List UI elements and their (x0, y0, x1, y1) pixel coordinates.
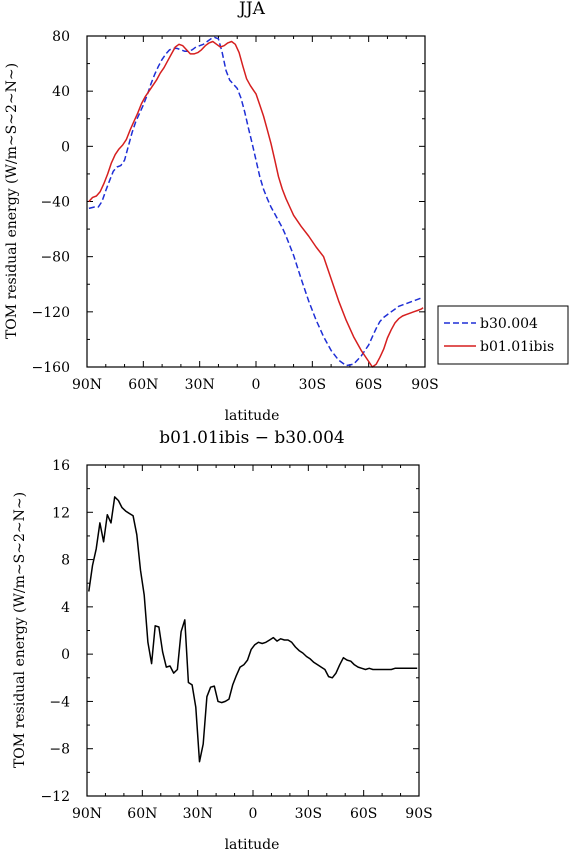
legend-entry-b30-004: b30.004 (480, 316, 538, 332)
x-tick-label: 30N (183, 806, 213, 822)
y-tick-label: 0 (61, 647, 70, 663)
y-tick-label: −12 (40, 789, 70, 805)
y-tick-label: −4 (49, 694, 70, 710)
series-line-b30-004 (88, 36, 424, 367)
plot-frame (86, 35, 426, 368)
y-tick-label: −8 (49, 742, 70, 758)
x-tick-label: 30S (295, 806, 322, 822)
legend: b30.004 b01.01ibis (437, 305, 569, 365)
x-axis-label: latitude (225, 837, 280, 851)
y-tick-label: 16 (52, 458, 70, 474)
legend-box (437, 305, 569, 365)
y-tick-label: −80 (40, 250, 70, 266)
x-tick-label: 60S (350, 806, 377, 822)
y-tick-label: 80 (52, 29, 70, 45)
plot-frame (86, 464, 420, 797)
x-tick-label: 90N (72, 377, 102, 393)
y-tick-label: 12 (52, 505, 70, 521)
chart-title: JJA (237, 0, 266, 19)
y-tick-label: 4 (61, 600, 70, 616)
x-tick-label: 90N (72, 806, 102, 822)
x-tick-label: 90S (411, 377, 438, 393)
series-line-difference (88, 496, 418, 763)
legend-entry-b01-01ibis: b01.01ibis (480, 339, 554, 355)
y-tick-label: 40 (52, 84, 70, 100)
panel-bottom: b01.01ibis − b30.004 latitude TOM residu… (12, 428, 433, 851)
x-axis-label: latitude (225, 408, 280, 424)
y-tick-label: −120 (32, 305, 70, 321)
x-tick-label: 60S (355, 377, 382, 393)
y-tick-label: −40 (40, 195, 70, 211)
panel-top: JJA latitude TOM residual energy (W/m~S~… (4, 0, 439, 424)
chart-title: b01.01ibis − b30.004 (159, 428, 344, 448)
y-tick-label: −160 (32, 360, 70, 376)
x-tick-label: 60N (127, 806, 157, 822)
y-axis-label: TOM residual energy (W/m~S~2~N~) (4, 63, 20, 339)
y-axis-label: TOM residual energy (W/m~S~2~N~) (12, 492, 28, 768)
x-tick-label: 30N (185, 377, 215, 393)
y-tick-label: 0 (61, 139, 70, 155)
x-tick-label: 0 (249, 806, 258, 822)
y-tick-label: 8 (61, 553, 70, 569)
x-tick-label: 30S (299, 377, 326, 393)
x-tick-label: 90S (405, 806, 432, 822)
series-line-b01-01ibis (88, 40, 424, 368)
x-tick-label: 60N (128, 377, 158, 393)
x-tick-label: 0 (252, 377, 261, 393)
